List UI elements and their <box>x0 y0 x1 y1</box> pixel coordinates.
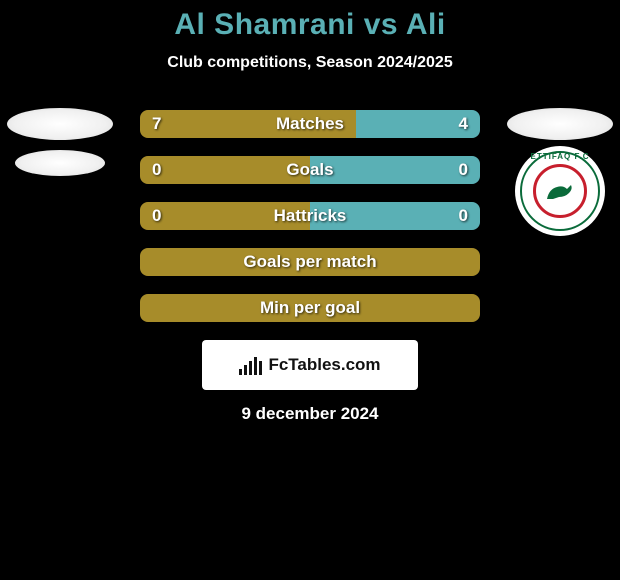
bar-segment-left <box>140 110 356 138</box>
right-player-badge <box>505 108 615 140</box>
stat-label: Goals per match <box>140 252 480 272</box>
stat-bar-hattricks: 0 Hattricks 0 <box>140 202 480 230</box>
watermark-text: FcTables.com <box>268 355 380 375</box>
stat-bar-matches: 7 Matches 4 <box>140 110 480 138</box>
date-text: 9 december 2024 <box>0 404 620 424</box>
stat-bar-goals: 0 Goals 0 <box>140 156 480 184</box>
stat-row: 0 Hattricks 0 <box>0 202 620 230</box>
stat-row: 0 Goals 0 ETTIFAQ F.C <box>0 156 620 184</box>
bar-segment-left <box>140 202 310 230</box>
watermark: FcTables.com <box>202 340 418 390</box>
placeholder-oval-icon <box>507 108 613 140</box>
stat-row: 7 Matches 4 <box>0 110 620 138</box>
bar-segment-left <box>140 156 310 184</box>
bar-segment-right <box>356 110 480 138</box>
fctables-logo-icon <box>239 355 262 375</box>
page-title: Al Shamrani vs Ali <box>0 8 620 42</box>
bar-segment-right <box>310 156 480 184</box>
placeholder-oval-icon <box>7 108 113 140</box>
left-player-badge <box>5 150 115 176</box>
placeholder-oval-icon <box>15 150 105 176</box>
bar-segment-right <box>310 202 480 230</box>
stat-bar-gpm: Goals per match <box>140 248 480 276</box>
left-player-badge <box>5 108 115 140</box>
stat-bar-mpg: Min per goal <box>140 294 480 322</box>
stat-row: Min per goal <box>0 294 620 322</box>
stat-row: Goals per match <box>0 248 620 276</box>
comparison-container: Al Shamrani vs Ali Club competitions, Se… <box>0 0 620 424</box>
stat-label: Min per goal <box>140 298 480 318</box>
subtitle: Club competitions, Season 2024/2025 <box>0 54 620 72</box>
